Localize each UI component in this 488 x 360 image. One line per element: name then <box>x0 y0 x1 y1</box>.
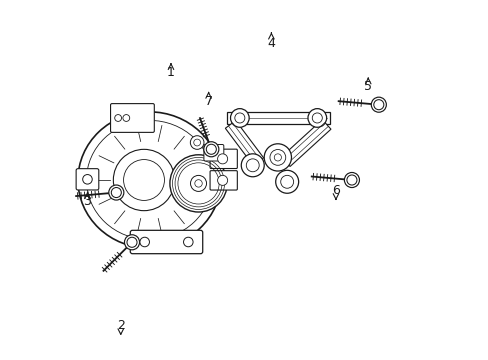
Circle shape <box>373 100 383 110</box>
Circle shape <box>217 175 227 185</box>
Text: 3: 3 <box>83 195 91 208</box>
Circle shape <box>122 114 129 121</box>
FancyBboxPatch shape <box>210 171 237 190</box>
Polygon shape <box>225 121 263 166</box>
Circle shape <box>82 175 92 184</box>
Circle shape <box>275 170 298 193</box>
Circle shape <box>203 142 219 157</box>
Circle shape <box>190 175 206 192</box>
Text: 5: 5 <box>364 80 371 93</box>
FancyBboxPatch shape <box>130 230 203 254</box>
FancyBboxPatch shape <box>76 169 99 190</box>
FancyBboxPatch shape <box>210 149 237 168</box>
Circle shape <box>241 154 264 177</box>
Text: 7: 7 <box>204 95 212 108</box>
Circle shape <box>190 136 203 149</box>
Circle shape <box>346 175 356 185</box>
Polygon shape <box>226 112 329 125</box>
Text: 4: 4 <box>267 37 275 50</box>
Text: 2: 2 <box>117 319 124 332</box>
Circle shape <box>108 185 123 200</box>
Polygon shape <box>281 120 330 166</box>
Circle shape <box>264 144 291 171</box>
Circle shape <box>140 237 149 247</box>
Circle shape <box>115 114 122 121</box>
FancyBboxPatch shape <box>203 144 224 161</box>
Circle shape <box>124 235 139 250</box>
Circle shape <box>307 109 326 127</box>
FancyBboxPatch shape <box>110 104 154 132</box>
Circle shape <box>169 155 227 212</box>
Circle shape <box>344 172 359 188</box>
Circle shape <box>217 154 227 164</box>
Circle shape <box>113 149 174 211</box>
Circle shape <box>230 109 249 127</box>
Text: 1: 1 <box>167 66 175 79</box>
Circle shape <box>183 237 193 247</box>
Circle shape <box>111 188 121 198</box>
Circle shape <box>206 144 216 154</box>
Circle shape <box>370 97 386 112</box>
Circle shape <box>127 237 137 247</box>
Ellipse shape <box>78 112 221 248</box>
Text: 6: 6 <box>331 184 339 197</box>
